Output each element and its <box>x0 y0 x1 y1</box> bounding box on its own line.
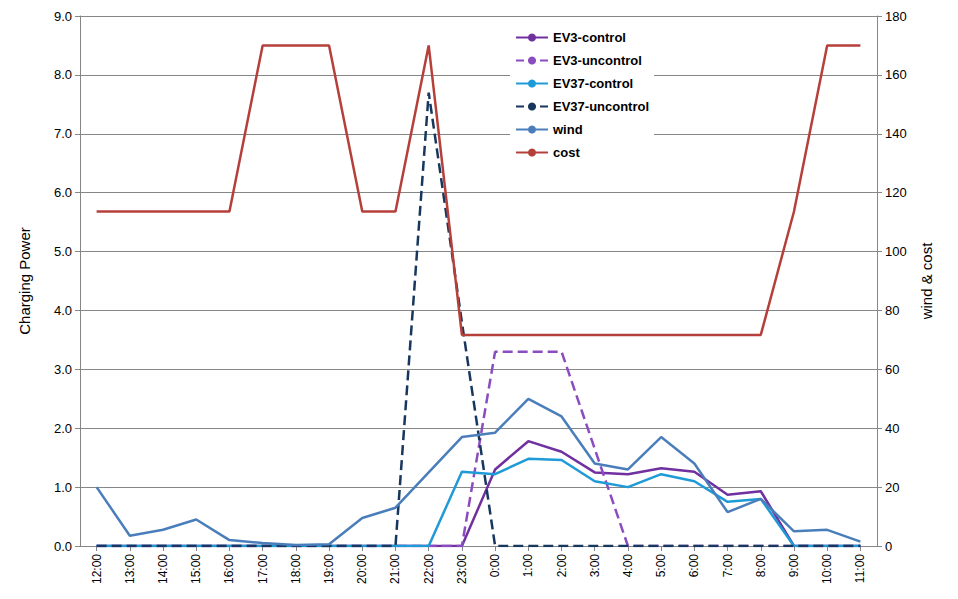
svg-text:5:00: 5:00 <box>654 554 668 578</box>
svg-text:0: 0 <box>885 539 892 554</box>
svg-text:cost: cost <box>553 145 580 160</box>
svg-text:140: 140 <box>885 126 907 141</box>
svg-text:22:00: 22:00 <box>422 554 436 584</box>
svg-text:160: 160 <box>885 67 907 82</box>
svg-text:23:00: 23:00 <box>455 554 469 584</box>
svg-text:0.0: 0.0 <box>54 539 72 554</box>
svg-text:1:00: 1:00 <box>521 554 535 578</box>
svg-text:40: 40 <box>885 421 899 436</box>
svg-text:12:00: 12:00 <box>90 554 104 584</box>
svg-text:8:00: 8:00 <box>754 554 768 578</box>
svg-text:2:00: 2:00 <box>555 554 569 578</box>
svg-text:EV37-uncontrol: EV37-uncontrol <box>553 99 649 114</box>
svg-text:EV37-control: EV37-control <box>553 76 633 91</box>
svg-text:120: 120 <box>885 185 907 200</box>
svg-text:1.0: 1.0 <box>54 480 72 495</box>
svg-text:8.0: 8.0 <box>54 67 72 82</box>
svg-text:10:00: 10:00 <box>820 554 834 584</box>
svg-text:7:00: 7:00 <box>721 554 735 578</box>
svg-text:wind & cost: wind & cost <box>918 242 935 321</box>
svg-text:15:00: 15:00 <box>189 554 203 584</box>
svg-text:20: 20 <box>885 480 899 495</box>
svg-text:180: 180 <box>885 9 907 24</box>
svg-text:17:00: 17:00 <box>256 554 270 584</box>
svg-text:6.0: 6.0 <box>54 185 72 200</box>
svg-text:Charging Power: Charging Power <box>16 227 33 335</box>
svg-text:60: 60 <box>885 362 899 377</box>
svg-text:19:00: 19:00 <box>322 554 336 584</box>
svg-text:EV3-control: EV3-control <box>553 30 626 45</box>
svg-text:5.0: 5.0 <box>54 244 72 259</box>
svg-text:EV3-uncontrol: EV3-uncontrol <box>553 53 642 68</box>
svg-text:4.0: 4.0 <box>54 303 72 318</box>
svg-text:2.0: 2.0 <box>54 421 72 436</box>
svg-text:11:00: 11:00 <box>853 554 867 583</box>
svg-text:100: 100 <box>885 244 907 259</box>
svg-text:9:00: 9:00 <box>787 554 801 578</box>
svg-text:80: 80 <box>885 303 899 318</box>
svg-text:4:00: 4:00 <box>621 554 635 578</box>
svg-text:13:00: 13:00 <box>123 554 137 584</box>
svg-text:6:00: 6:00 <box>687 554 701 578</box>
svg-text:20:00: 20:00 <box>355 554 369 584</box>
svg-text:14:00: 14:00 <box>156 554 170 584</box>
svg-text:7.0: 7.0 <box>54 126 72 141</box>
svg-text:16:00: 16:00 <box>222 554 236 584</box>
svg-text:wind: wind <box>552 122 583 137</box>
svg-text:3:00: 3:00 <box>588 554 602 578</box>
svg-text:18:00: 18:00 <box>289 554 303 584</box>
svg-text:3.0: 3.0 <box>54 362 72 377</box>
svg-text:9.0: 9.0 <box>54 9 72 24</box>
svg-text:21:00: 21:00 <box>388 554 402 584</box>
svg-text:0:00: 0:00 <box>488 554 502 578</box>
